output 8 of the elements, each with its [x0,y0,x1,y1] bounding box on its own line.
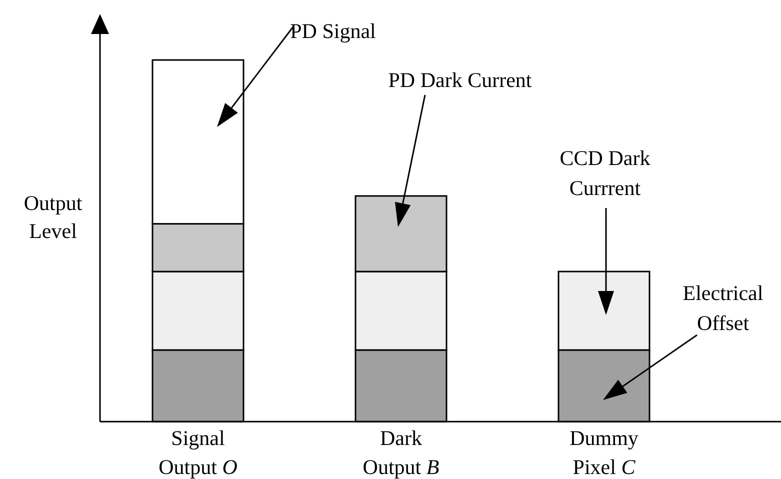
annotation: CCD Dark Currrent [560,146,651,200]
y-axis-title: Output Level [24,191,82,243]
x-tick-label: Dummy Pixel C [570,426,639,479]
x-tick-label: Signal Output O [158,426,238,479]
x-tick-label: Dark Output B [362,426,440,479]
text: PD Signal [290,19,376,43]
annotation: PD Dark Current [388,68,532,92]
annotation: Electrical Offset [682,281,764,335]
